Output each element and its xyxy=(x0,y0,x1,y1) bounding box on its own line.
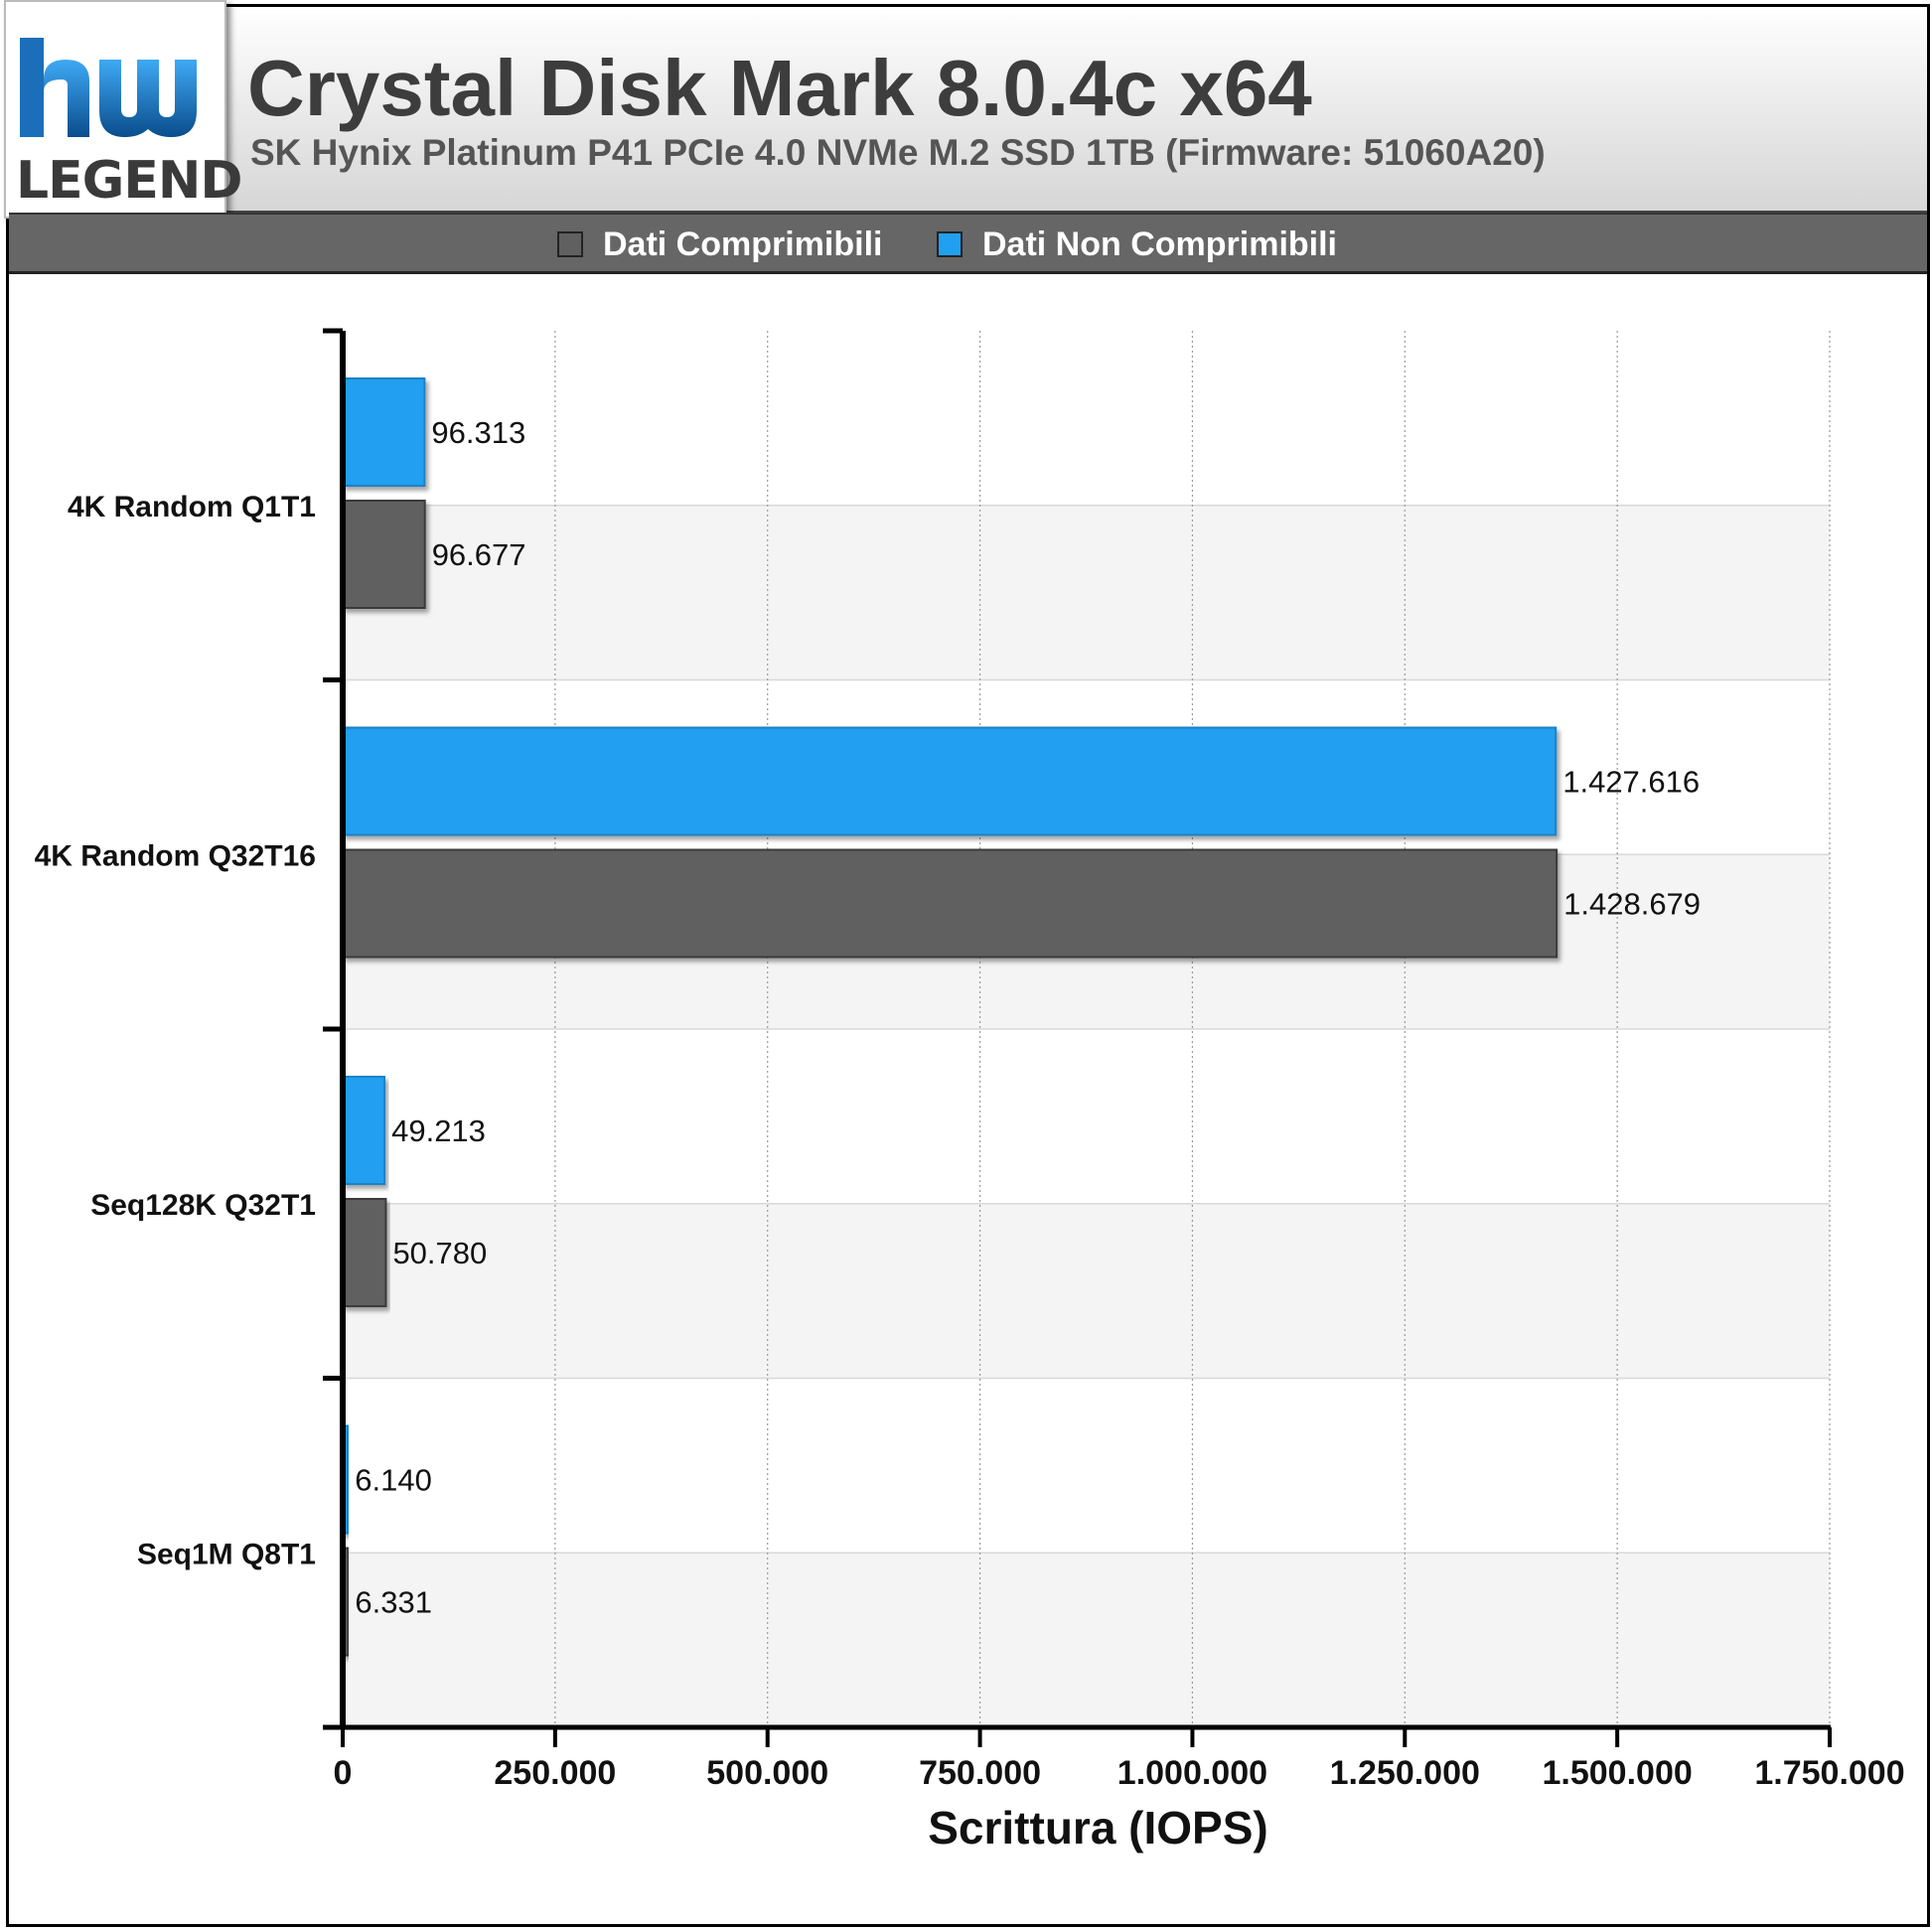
value-label: 1.427.616 xyxy=(1562,765,1700,800)
legend-item-comprimibili: Dati Comprimibili xyxy=(557,224,882,264)
legend-item-non-comprimibili: Dati Non Comprimibili xyxy=(937,224,1337,264)
legend-bar: Dati Comprimibili Dati Non Comprimibili xyxy=(9,213,1927,274)
row-band xyxy=(343,1553,1830,1727)
legend-swatch-blue xyxy=(937,231,963,257)
chart-subtitle: SK Hynix Platinum P41 PCIe 4.0 NVMe M.2 … xyxy=(250,132,1546,173)
value-label: 1.428.679 xyxy=(1563,887,1701,922)
bar-comprimibili xyxy=(342,848,1559,959)
x-tick-label: 1.250.000 xyxy=(1330,1754,1480,1792)
category-label: 4K Random Q1T1 xyxy=(68,491,316,523)
logo-text: LEGEND xyxy=(16,151,243,211)
x-tick-label: 750.000 xyxy=(919,1754,1041,1792)
category-label: Seq128K Q32T1 xyxy=(90,1189,316,1222)
legend-label-non-comprimibili: Dati Non Comprimibili xyxy=(982,224,1337,263)
chart-header: Crystal Disk Mark 8.0.4c x64 SK Hynix Pl… xyxy=(9,7,1927,213)
row-band xyxy=(343,505,1830,680)
bar-comprimibili xyxy=(342,1198,387,1307)
x-tick-label: 0 xyxy=(334,1754,353,1792)
value-label: 49.213 xyxy=(391,1113,486,1148)
bar-comprimibili xyxy=(342,500,426,609)
legend-swatch-gray xyxy=(557,231,583,257)
bar-non-comprimibili xyxy=(342,726,1558,836)
value-label: 6.140 xyxy=(355,1463,432,1498)
row-band xyxy=(343,1203,1830,1379)
category-label: Seq1M Q8T1 xyxy=(137,1538,316,1570)
x-tick-label: 500.000 xyxy=(706,1754,828,1792)
value-label: 50.780 xyxy=(392,1236,487,1270)
bar-non-comprimibili xyxy=(342,377,426,487)
legend-label-comprimibili: Dati Comprimibili xyxy=(603,224,883,263)
x-tick-label: 1.000.000 xyxy=(1117,1754,1267,1792)
x-tick-label: 1.750.000 xyxy=(1754,1754,1904,1792)
x-tick-label: 250.000 xyxy=(494,1754,616,1792)
x-axis-title: Scrittura (IOPS) xyxy=(928,1802,1268,1854)
value-label: 96.313 xyxy=(431,415,525,450)
bar-non-comprimibili xyxy=(342,1076,386,1185)
x-tick-label: 1.500.000 xyxy=(1543,1754,1693,1792)
category-label: 4K Random Q32T16 xyxy=(35,839,316,872)
value-label: 96.677 xyxy=(432,537,526,572)
chart-title: Crystal Disk Mark 8.0.4c x64 xyxy=(247,44,1312,132)
logo-mark-icon xyxy=(20,38,197,137)
value-label: 6.331 xyxy=(355,1585,432,1620)
